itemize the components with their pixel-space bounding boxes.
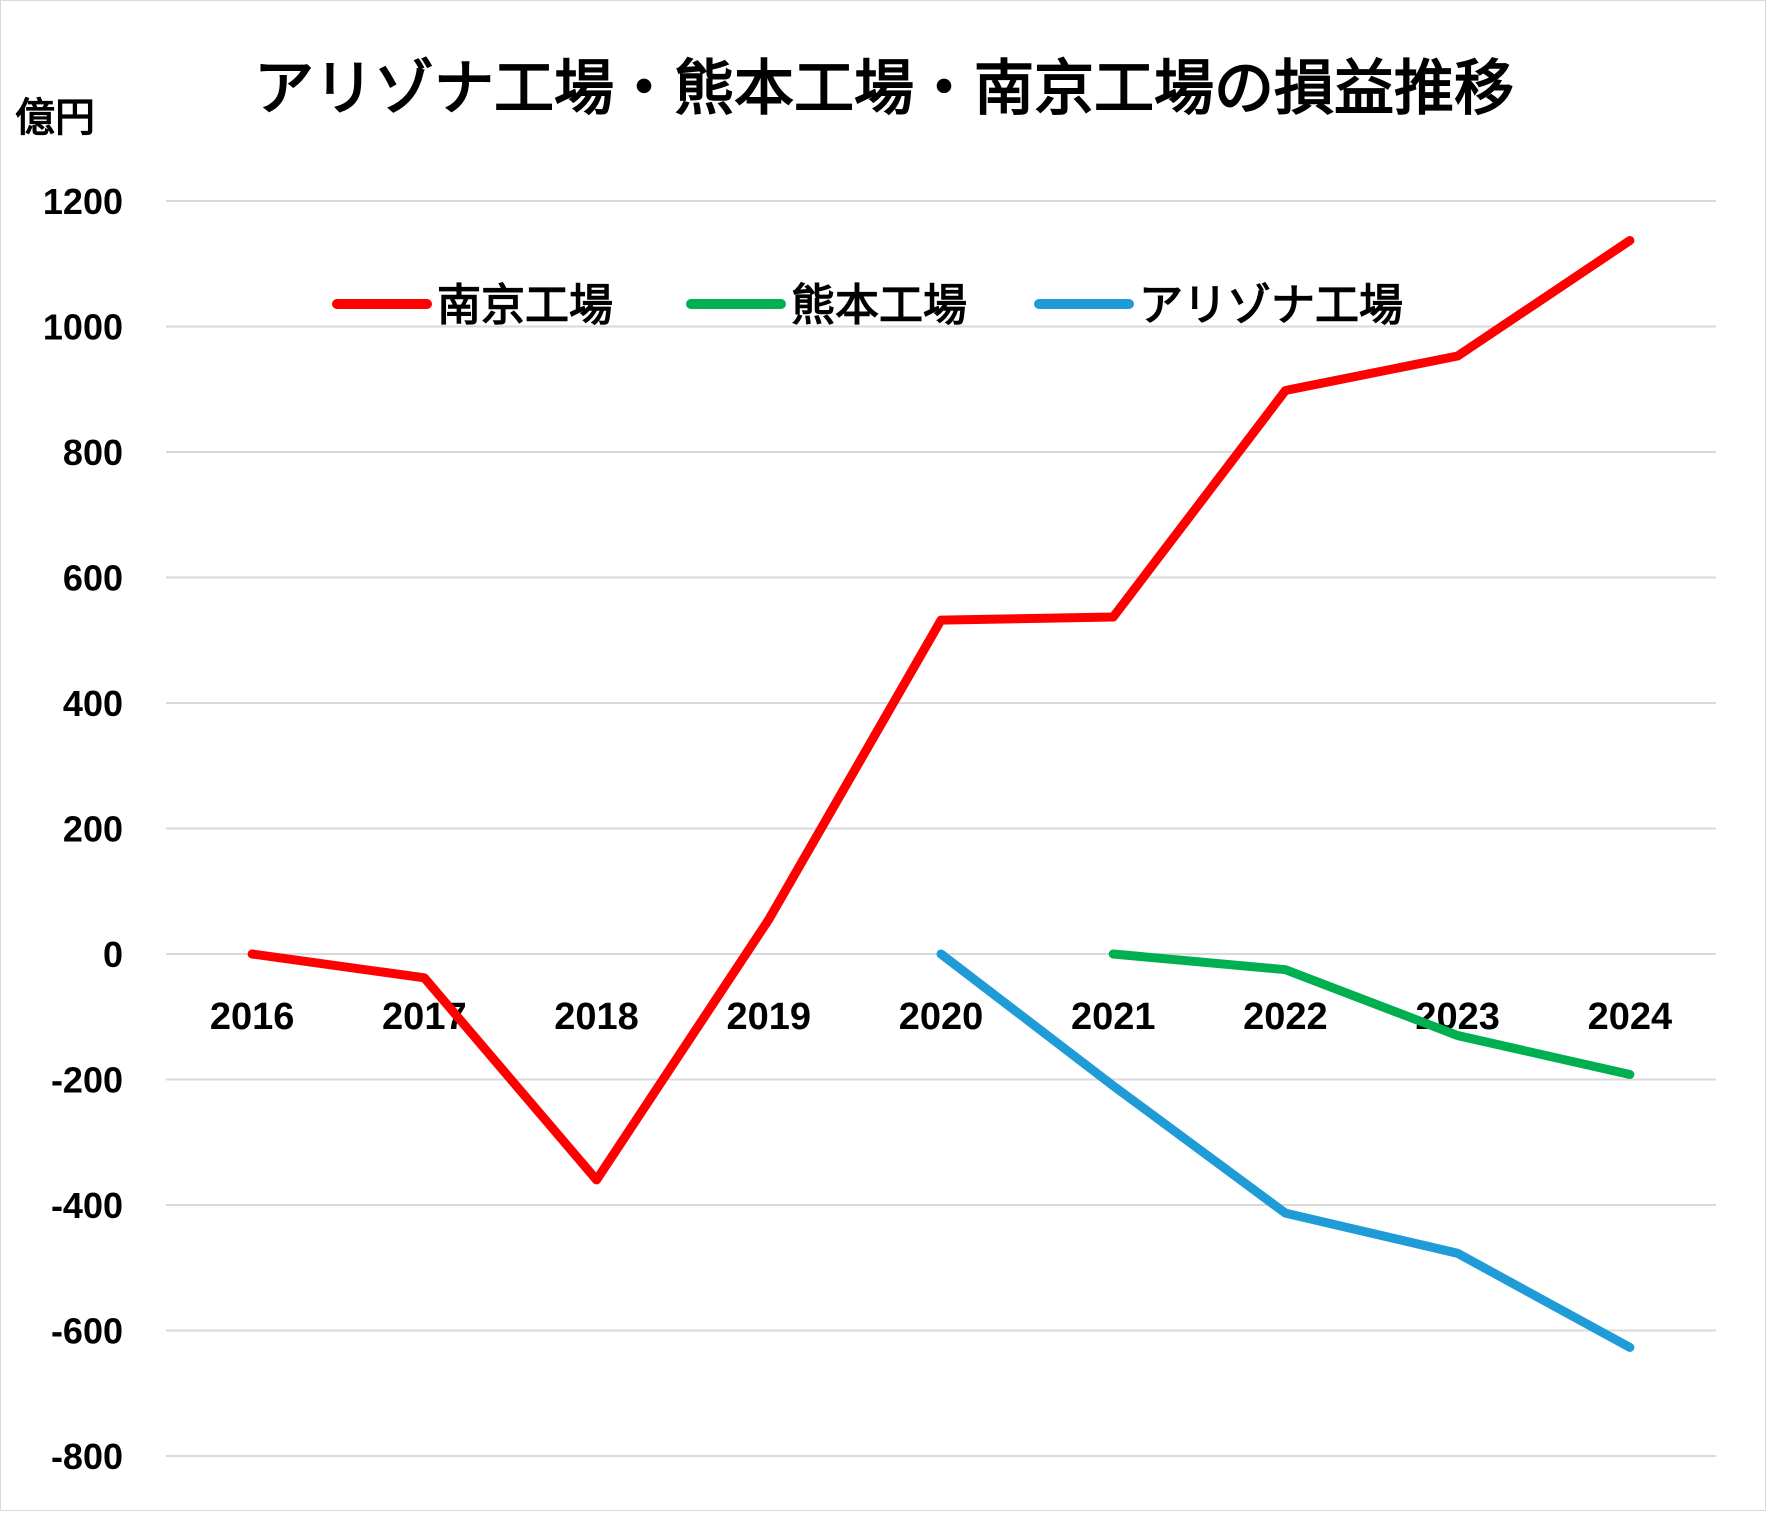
y-axis-unit-label: 億円 — [15, 95, 95, 141]
x-tick-label: 2019 — [727, 996, 812, 1038]
x-tick-label: 2022 — [1243, 996, 1328, 1038]
y-axis-tick-labels: 1200 1000 800 600 400 200 0 -200 -400 -600 -800 — [43, 181, 123, 1477]
y-tick-label: 600 — [63, 558, 123, 599]
series-line-1 — [1108, 949, 1635, 1079]
series-lines — [247, 236, 1635, 1352]
y-tick-label: 200 — [63, 809, 123, 850]
y-tick-label: -400 — [51, 1185, 123, 1226]
y-tick-label: -600 — [51, 1311, 123, 1352]
x-axis-tick-labels: 2016 2017 2018 2019 2020 2021 2022 2023 2024 — [210, 996, 1672, 1038]
series-line-2 — [936, 949, 1635, 1352]
x-tick-label: 2021 — [1071, 996, 1156, 1038]
y-tick-label: 400 — [63, 683, 123, 724]
x-tick-label: 2018 — [554, 996, 639, 1038]
legend: 南京工場 熊本工場 アリゾナ工場 — [332, 280, 1403, 331]
y-tick-label: 0 — [103, 934, 123, 975]
x-tick-label: 2016 — [210, 996, 295, 1038]
x-tick-label: 2024 — [1588, 996, 1673, 1038]
x-tick-label: 2020 — [899, 996, 984, 1038]
y-tick-label: 1000 — [43, 307, 123, 348]
y-tick-label: -800 — [51, 1436, 123, 1477]
series-line-0 — [247, 236, 1635, 1185]
y-tick-label: -200 — [51, 1060, 123, 1101]
legend-label-2: アリゾナ工場 — [1139, 280, 1403, 331]
y-tick-label: 800 — [63, 432, 123, 473]
legend-label-0: 南京工場 — [437, 280, 613, 331]
legend-label-1: 熊本工場 — [791, 280, 967, 331]
y-tick-label: 1200 — [43, 181, 123, 222]
gridlines — [166, 200, 1716, 1457]
chart-title: アリゾナ工場・熊本工場・南京工場の損益推移 — [254, 54, 1514, 124]
